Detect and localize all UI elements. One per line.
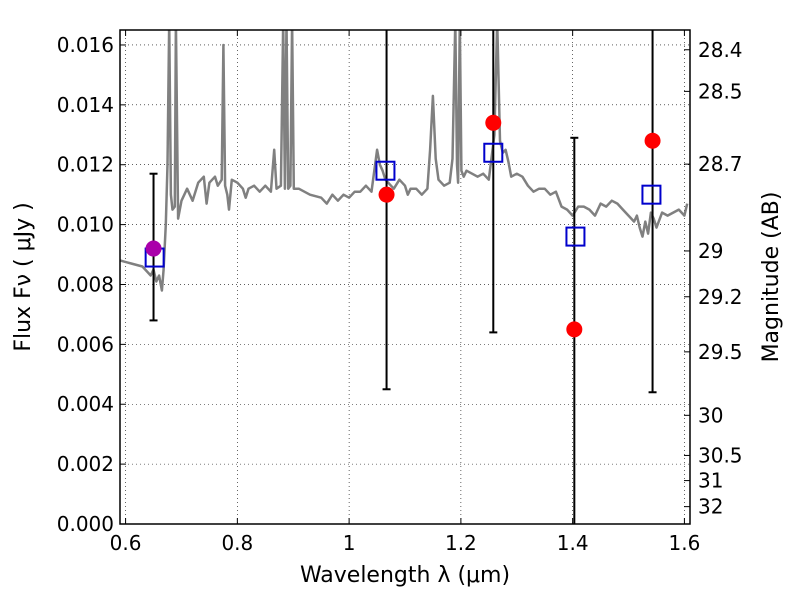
observed-circle-marker [644,132,661,149]
y-tick-label: 0.016 [57,33,114,57]
x-tick-label: 1.6 [669,531,701,555]
axes: 0.6 0.8 1 1.2 1.4 1.6 0.000 0.002 0.004 0.006 0.00… [57,30,743,555]
y-tick-label: 0.000 [57,512,114,536]
observed-circle-marker [145,240,162,257]
x-axis-label: Wavelength λ (μm) [300,563,510,588]
y-tick-label: 0.008 [57,272,114,296]
y-tick-label: 0.010 [57,213,114,237]
magnitude-tick-label: 28.4 [698,38,743,62]
magnitude-tick-label: 30.5 [698,443,743,467]
magnitude-tick-label: 28.7 [698,152,743,176]
model-square-marker [483,142,504,163]
spectrum-line [120,30,689,292]
magnitude-tick-label: 30 [698,403,723,427]
data-markers [144,114,662,338]
magnitude-tick-label: 29.5 [698,340,743,364]
y-axis-label-left: Flux Fν ( μJy ) [11,202,36,351]
x-tick-label: 0.8 [221,531,253,555]
observed-circle-marker [378,186,395,203]
magnitude-tick-label: 31 [698,469,723,493]
y-tick-label: 0.002 [57,452,114,476]
magnitude-tick-label: 32 [698,495,723,519]
model-spectrum [120,30,689,292]
observed-circle-marker [485,114,502,131]
magnitude-tick-label: 29 [698,239,723,263]
y-tick-label: 0.012 [57,153,114,177]
x-tick-label: 1 [343,531,356,555]
model-square-marker [375,160,396,181]
plot-background [120,30,690,524]
plot-frame [119,29,691,525]
y-tick-label: 0.004 [57,392,114,416]
grid-lines [120,30,690,524]
x-tick-label: 1.2 [445,531,477,555]
y-axis-label-right: Magnitude (AB) [759,192,784,363]
model-square-marker [641,184,662,205]
magnitude-tick-label: 29.2 [698,285,743,309]
observed-circle-marker [566,321,583,338]
x-tick-label: 1.4 [557,531,589,555]
model-square-marker [565,226,586,247]
y-tick-label: 0.006 [57,332,114,356]
magnitude-tick-label: 28.5 [698,79,743,103]
y-tick-label: 0.014 [57,93,114,117]
x-tick-label: 0.6 [110,531,142,555]
